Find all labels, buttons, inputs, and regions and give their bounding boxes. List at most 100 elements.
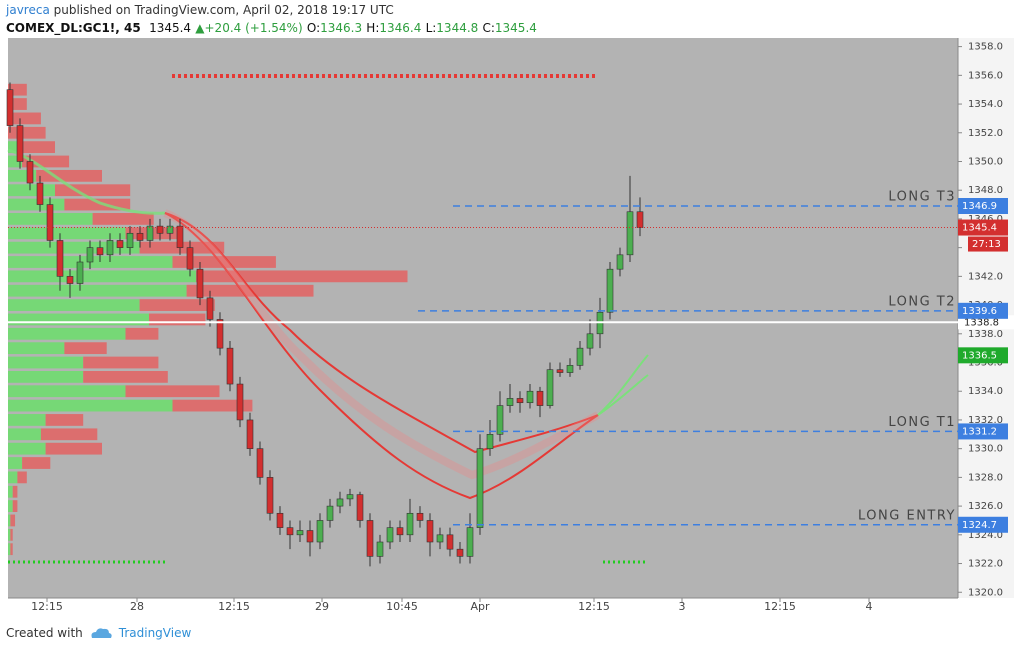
candle-body — [526, 390, 534, 404]
candle-body — [46, 204, 54, 241]
candle-body — [336, 498, 344, 507]
high-label: H: — [366, 21, 380, 35]
candle-body — [106, 240, 114, 256]
profile-up — [8, 241, 140, 254]
indicator-curve — [597, 374, 649, 416]
profile-down — [186, 284, 314, 297]
profile-down — [149, 313, 206, 326]
profile-up — [8, 141, 23, 154]
x-tick-label: Apr — [470, 600, 490, 613]
y-tick-label: 1352.0 — [968, 128, 1003, 139]
y-tick-label: 1320.0 — [968, 587, 1003, 598]
level-badge — [958, 516, 1008, 533]
candle-body — [406, 512, 414, 536]
profile-down — [172, 399, 253, 412]
level-value: 1324.7 — [962, 520, 997, 531]
y-tick-label: 1328.0 — [968, 472, 1003, 483]
profile-down — [36, 169, 103, 182]
indicator-curve — [7, 148, 166, 215]
candle-body — [286, 527, 294, 536]
profile-up — [8, 385, 126, 398]
profile-down — [196, 270, 408, 283]
candle-body — [306, 530, 314, 543]
level-label: LONG ENTRY — [858, 508, 956, 523]
candle-body — [256, 448, 264, 478]
profile-up — [8, 342, 65, 355]
profile-down — [10, 514, 16, 527]
x-tick-label: 12:15 — [218, 600, 250, 613]
profile-down — [125, 227, 182, 240]
level-label: LONG T3 — [888, 190, 956, 205]
candle-body — [426, 520, 434, 543]
y-tick-label: 1324.0 — [968, 530, 1003, 541]
candle-body — [206, 297, 214, 320]
x-tick-label: 28 — [130, 600, 144, 613]
candle-body — [176, 225, 184, 248]
x-tick-label: 12:15 — [31, 600, 63, 613]
profile-up — [8, 299, 140, 311]
x-tick-label: 29 — [315, 600, 329, 613]
profile-up — [8, 485, 13, 498]
candle-body — [326, 505, 334, 521]
countdown-badge — [968, 236, 1008, 252]
published: published on TradingView.com, April 02, … — [53, 3, 394, 17]
level-badge — [958, 423, 1008, 440]
candle-body — [396, 527, 404, 536]
candle-body — [226, 347, 234, 385]
level-value: 1346.9 — [962, 201, 997, 212]
candle-body — [466, 527, 474, 557]
profile-up — [8, 313, 149, 326]
candle-body — [36, 182, 44, 205]
candle-body — [126, 232, 134, 248]
profile-up — [8, 528, 11, 541]
chart: 1320.0 1322.0 1324.0 1326.0 1328.0 1330.0 1332… — [6, 38, 1014, 613]
profile-up — [8, 457, 23, 469]
level-value: 1339.6 — [962, 306, 997, 317]
y-tick-label: 1350.0 — [968, 156, 1003, 167]
candle-body — [616, 254, 624, 270]
brand[interactable]: TradingView — [118, 626, 192, 640]
profile-down — [8, 126, 46, 139]
candle-body — [636, 211, 644, 228]
candle-body — [96, 247, 104, 256]
profile-up — [8, 399, 173, 412]
profile-down — [8, 112, 41, 125]
low-label: L: — [425, 21, 437, 35]
high: 1346.4 — [379, 21, 422, 35]
countdown: 27:13 — [972, 239, 1001, 250]
candle-body — [476, 448, 484, 528]
profile-down — [125, 385, 220, 398]
candle-body — [606, 268, 614, 313]
candle-body — [516, 398, 524, 404]
profile-down — [45, 442, 102, 455]
candle-body — [116, 240, 124, 248]
candle-body — [276, 512, 284, 528]
footer-text: Created with — [6, 626, 83, 640]
candle-body — [246, 419, 254, 449]
profile-up — [8, 198, 65, 211]
candle-body — [566, 365, 574, 373]
y-tick-label: 1342.0 — [968, 271, 1003, 282]
last-price-value: 1345.4 — [962, 223, 997, 234]
y-tick-label: 1358.0 — [968, 42, 1003, 53]
profile-down — [8, 83, 27, 96]
reference-label: 1338.8 — [964, 317, 999, 328]
x-tick-label: 12:15 — [578, 600, 610, 613]
author[interactable]: javreca — [6, 3, 50, 17]
level-label: LONG T2 — [888, 294, 956, 309]
profile-down — [22, 155, 70, 168]
footer: Created with TradingView — [6, 626, 191, 640]
candle-body — [76, 261, 84, 284]
profile-down — [22, 457, 51, 469]
candle-body — [446, 534, 454, 550]
low: 1344.8 — [436, 21, 479, 35]
profile-up — [8, 370, 84, 383]
candle-body — [356, 494, 364, 521]
candle-body — [346, 494, 354, 500]
y-tick-label: 1348.0 — [968, 185, 1003, 196]
symbol-line: COMEX_DL:GC1!, 45 1345.4 ▲+20.4 (+1.54%)… — [6, 21, 537, 35]
profile-down — [83, 370, 168, 383]
change: +20.4 (+1.54%) — [204, 21, 303, 35]
